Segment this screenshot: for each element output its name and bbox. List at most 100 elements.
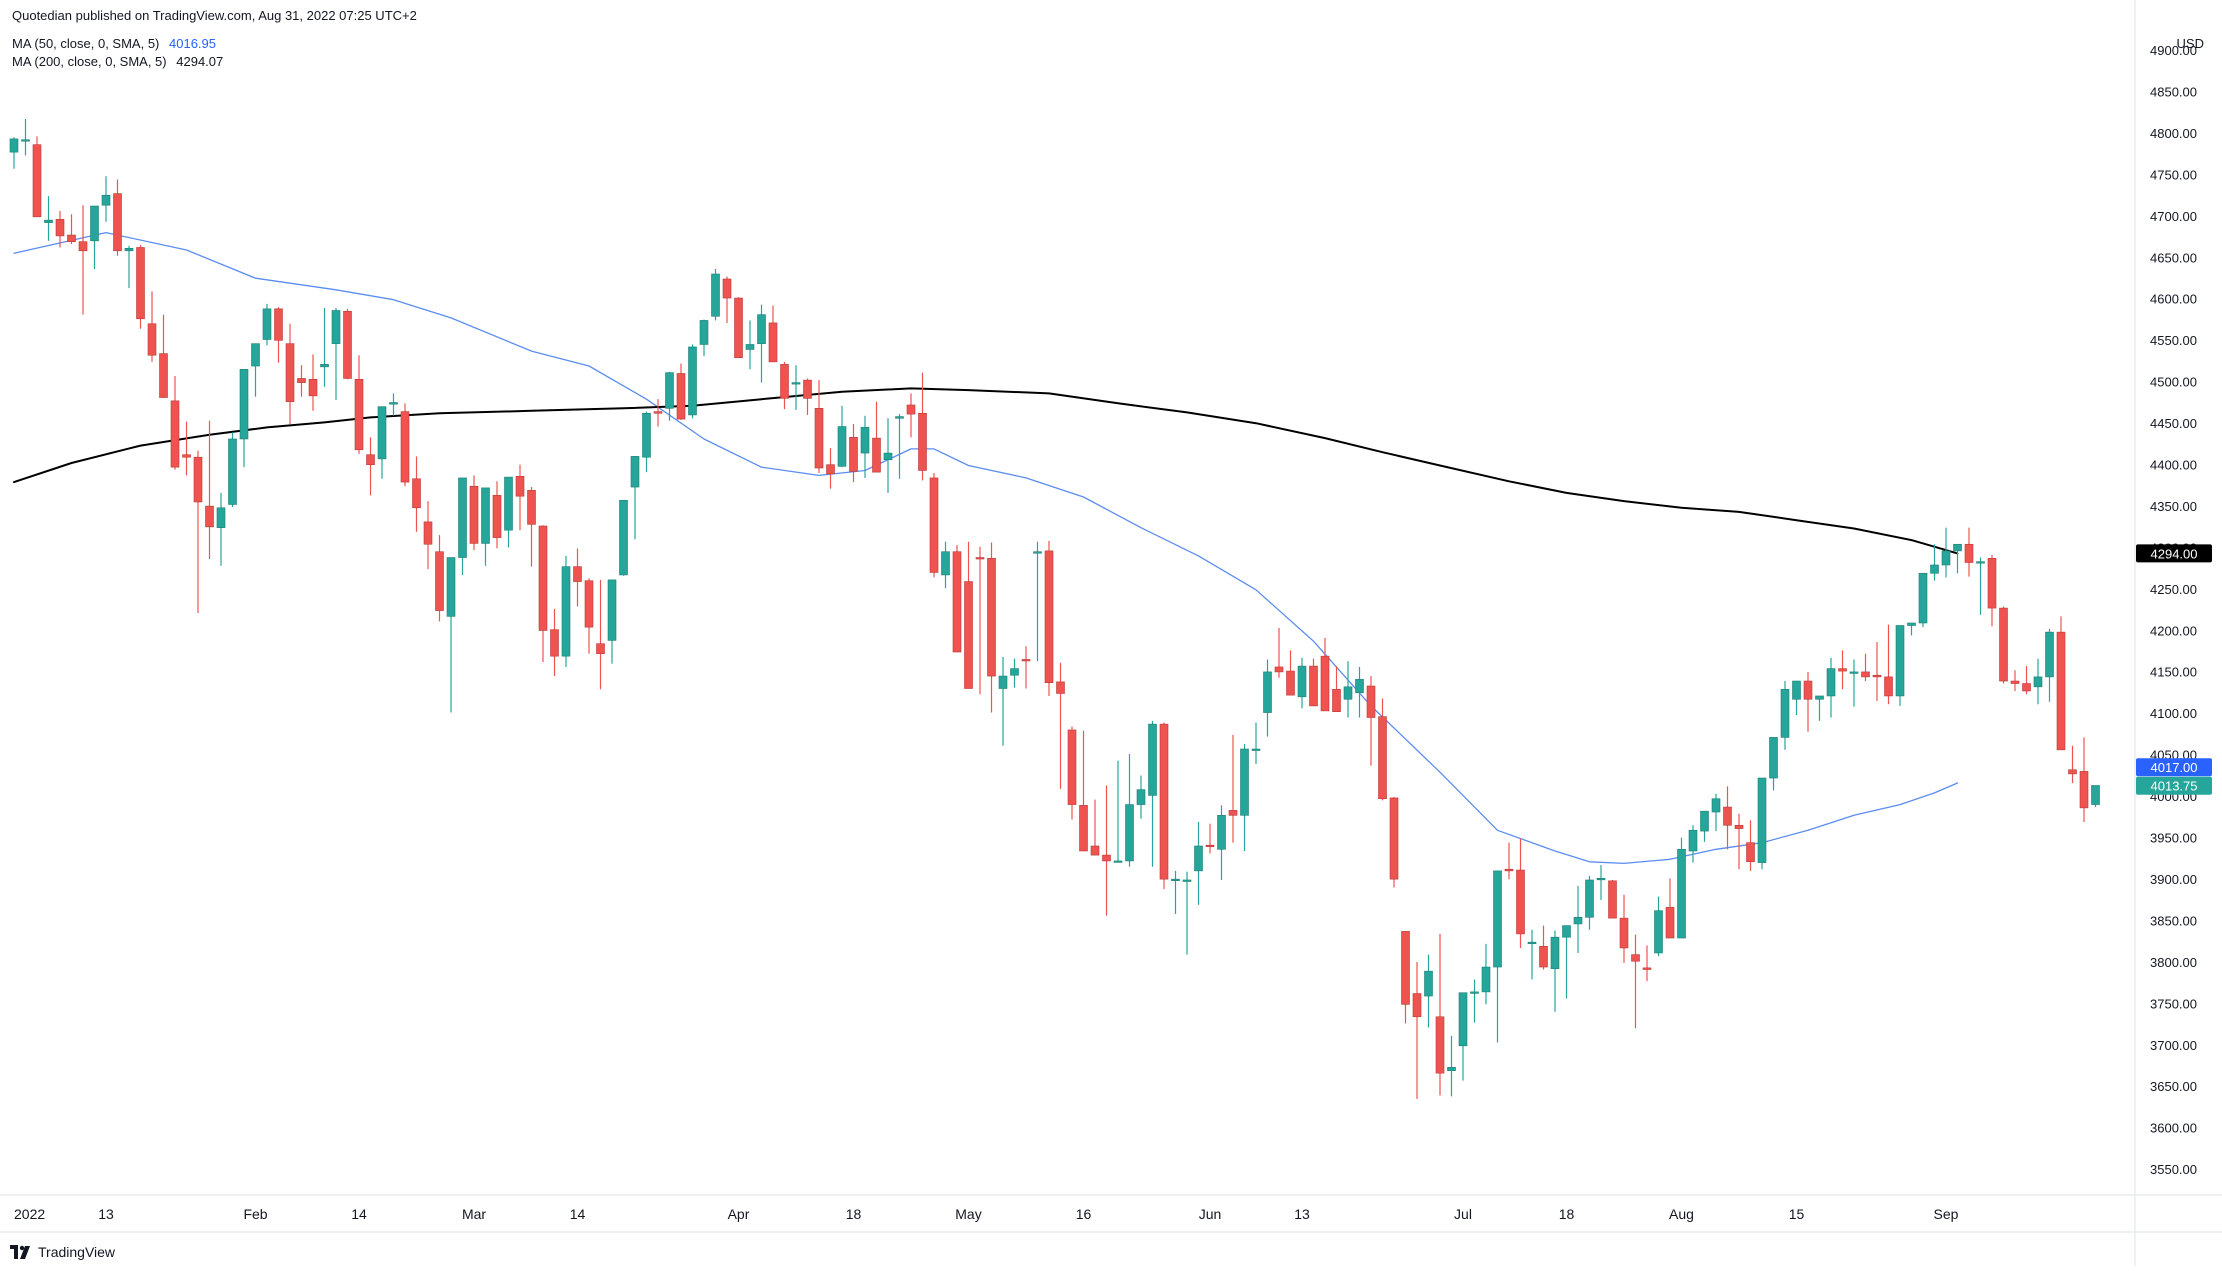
- legend-ma50[interactable]: MA (50, close, 0, SMA, 5) 4016.95: [12, 36, 216, 51]
- candle-body: [423, 521, 433, 545]
- candle-body: [1136, 789, 1146, 805]
- candle-body: [1585, 879, 1594, 918]
- candle-body: [1090, 845, 1100, 856]
- candle-body: [1102, 854, 1111, 862]
- candle-body: [124, 248, 134, 252]
- candle-body: [308, 378, 318, 397]
- candle-body: [860, 427, 870, 454]
- y-tick-label: 4900.00: [2150, 43, 2197, 58]
- y-tick-label: 3600.00: [2150, 1121, 2197, 1136]
- y-tick-label: 3750.00: [2150, 996, 2197, 1011]
- candle-body: [515, 475, 525, 497]
- publisher-text: Quotedian published on TradingView.com, …: [12, 8, 417, 23]
- candle-body: [67, 234, 76, 242]
- candle-body: [90, 205, 99, 242]
- y-tick-label: 4600.00: [2150, 292, 2197, 307]
- candle-body: [1182, 879, 1192, 882]
- candle-body: [1412, 993, 1422, 1018]
- y-tick-label: 4200.00: [2150, 623, 2197, 638]
- candle-body: [1044, 550, 1054, 683]
- x-tick-label: 15: [1789, 1206, 1805, 1222]
- publisher-line: Quotedian published on TradingView.com, …: [12, 8, 417, 23]
- y-tick-label: 4650.00: [2150, 250, 2197, 265]
- candle-body: [665, 372, 674, 409]
- y-tick-label: 3800.00: [2150, 955, 2197, 970]
- candle-body: [642, 412, 651, 458]
- candle-body: [412, 478, 421, 509]
- candle-body: [1976, 561, 1985, 564]
- candle-body: [159, 353, 168, 398]
- y-tick-label: 3650.00: [2150, 1079, 2197, 1094]
- candle-body: [262, 308, 272, 340]
- candle-body: [458, 477, 467, 558]
- candle-body: [929, 477, 939, 573]
- candle-body: [1941, 550, 1951, 566]
- candle-body: [1286, 670, 1295, 696]
- candle-body: [481, 487, 490, 544]
- candle-body: [205, 505, 214, 528]
- candle-body: [584, 580, 594, 628]
- x-tick-label: 14: [570, 1206, 586, 1222]
- candle-body: [1539, 946, 1548, 968]
- candle-body: [239, 369, 249, 440]
- price-tag-label: 4013.75: [2151, 779, 2198, 794]
- y-tick-label: 4250.00: [2150, 582, 2197, 597]
- candle-body: [1079, 805, 1088, 852]
- candle-body: [1228, 810, 1238, 816]
- candle-body: [1159, 723, 1169, 880]
- candle-body: [653, 411, 663, 414]
- candle-body: [400, 411, 410, 483]
- candle-body: [377, 406, 387, 460]
- candle-body: [21, 139, 30, 142]
- candle-body: [1217, 815, 1226, 850]
- candle-body: [2068, 769, 2077, 775]
- y-tick-label: 4700.00: [2150, 209, 2197, 224]
- candle-body: [1964, 543, 1974, 563]
- candle-body: [791, 382, 801, 385]
- candle-body: [170, 400, 180, 468]
- currency-unit: USD: [2176, 36, 2204, 51]
- candle-body: [1067, 729, 1077, 805]
- candle-body: [1895, 625, 1905, 697]
- candle-body: [734, 297, 743, 359]
- brand-text: TradingView: [38, 1244, 116, 1260]
- candle-body: [55, 218, 65, 237]
- candle-body: [1780, 689, 1790, 738]
- y-tick-label: 3700.00: [2150, 1038, 2197, 1053]
- tradingview-brand[interactable]: TradingView: [10, 1244, 115, 1260]
- candle-body: [1723, 806, 1732, 826]
- candle-body: [1470, 991, 1479, 994]
- candle-body: [780, 364, 789, 399]
- candle-body: [1458, 992, 1468, 1047]
- candle-body: [228, 438, 237, 505]
- candle-body: [1171, 878, 1180, 881]
- x-tick-label: Jun: [1199, 1206, 1222, 1222]
- candle-body: [1240, 748, 1249, 816]
- candle-body: [688, 346, 697, 416]
- candle-body: [1251, 748, 1261, 751]
- candle-body: [1838, 668, 1847, 672]
- candle-body: [975, 557, 985, 560]
- candle-body: [9, 138, 19, 153]
- candle-body: [2091, 785, 2100, 805]
- candle-body: [2022, 683, 2031, 692]
- x-tick-label: Feb: [243, 1206, 267, 1222]
- candle-body: [1596, 878, 1606, 881]
- candle-body: [216, 507, 226, 528]
- candle-body: [331, 310, 341, 344]
- y-tick-label: 4800.00: [2150, 126, 2197, 141]
- x-tick-label: 16: [1076, 1206, 1092, 1222]
- candle-body: [1987, 558, 1997, 609]
- candle-body: [113, 193, 122, 252]
- candle-body: [78, 241, 88, 252]
- candle-body: [1792, 680, 1801, 700]
- candle-body: [1194, 845, 1203, 872]
- candle-body: [952, 551, 962, 653]
- candle-body: [1734, 824, 1744, 829]
- candle-body: [1148, 723, 1157, 796]
- candle-body: [343, 311, 352, 379]
- legend-ma200[interactable]: MA (200, close, 0, SMA, 5) 4294.07: [12, 54, 223, 69]
- x-tick-label: 14: [351, 1206, 367, 1222]
